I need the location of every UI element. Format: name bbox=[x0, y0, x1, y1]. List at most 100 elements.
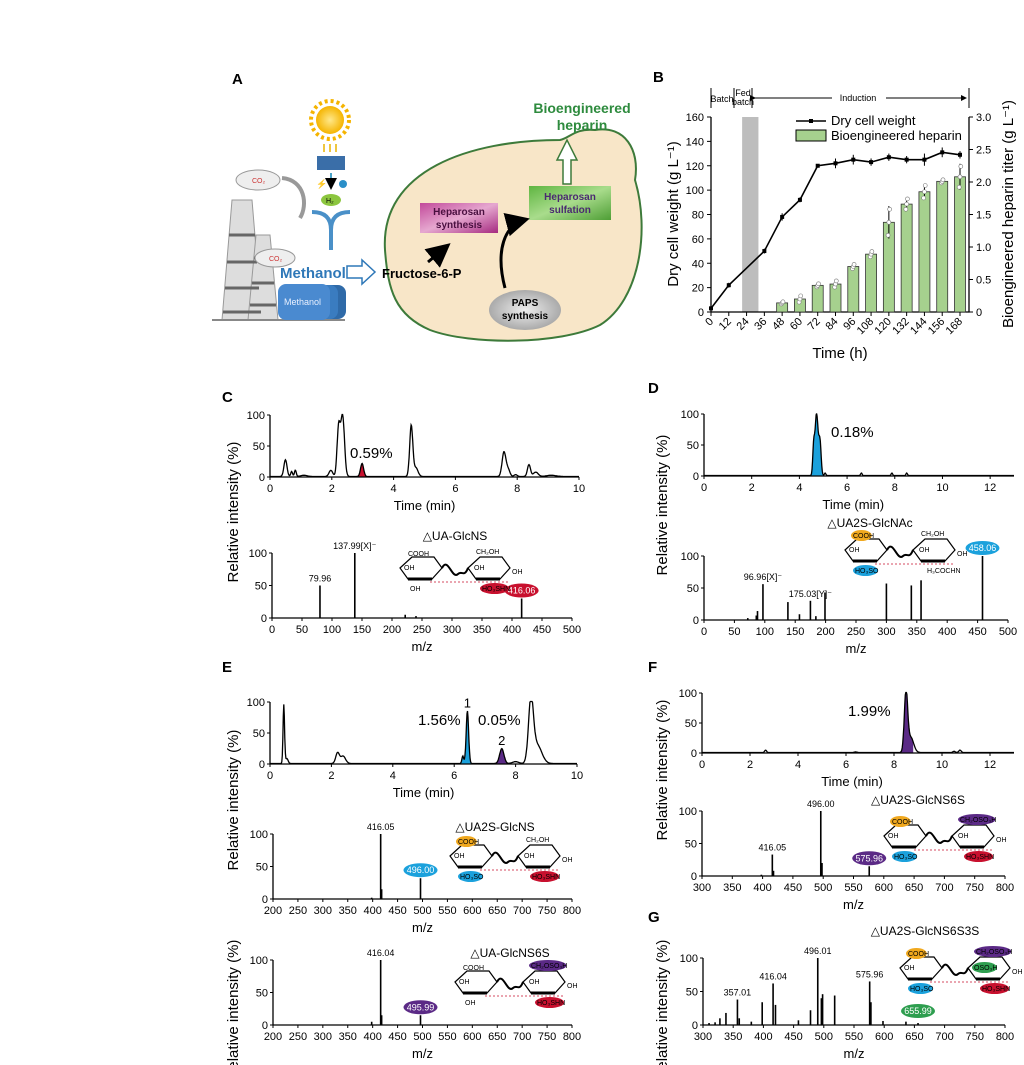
heparin-bar bbox=[936, 180, 949, 313]
y-axis-label: Dry cell weight (g L⁻¹) bbox=[665, 141, 682, 286]
y-tick-label: 50 bbox=[255, 581, 267, 593]
x-tick-label: 60 bbox=[788, 316, 805, 333]
product-label: heparin bbox=[557, 117, 608, 133]
percent-annotation: 0.05% bbox=[478, 712, 521, 729]
structure-group-label: OH bbox=[459, 979, 470, 986]
panel-label-c: C bbox=[222, 389, 233, 406]
y-tick-label: 50 bbox=[685, 839, 697, 851]
legend-bar-swatch bbox=[795, 129, 827, 142]
replicate-point bbox=[903, 207, 909, 212]
x-tick-label: 500 bbox=[413, 905, 431, 917]
structure-group-label: CH₂OSO₃H bbox=[531, 963, 567, 970]
x-tick-label: 750 bbox=[538, 905, 556, 917]
x-tick-label: 300 bbox=[443, 624, 461, 636]
replicate-point bbox=[921, 195, 926, 201]
x-axis-label: Time (min) bbox=[394, 498, 456, 513]
fragment-ion-label: 495.99 bbox=[407, 1002, 435, 1012]
sulfate-badge bbox=[958, 814, 996, 825]
structure-group-label: HO₃SHN bbox=[966, 854, 994, 861]
x-tick-label: 550 bbox=[844, 882, 862, 894]
x-tick-label: 700 bbox=[935, 1031, 953, 1043]
y-axis-label: Relative intensity (%) bbox=[225, 730, 242, 871]
dcw-point bbox=[869, 160, 874, 165]
sulfate-badge bbox=[890, 816, 911, 827]
x-axis-label: m/z bbox=[844, 1046, 865, 1061]
x-tick-label: 350 bbox=[908, 626, 926, 638]
y2-tick-label: 3.0 bbox=[976, 112, 991, 124]
dcw-point bbox=[904, 157, 909, 162]
y-tick-label: 0 bbox=[262, 894, 268, 906]
mass-spectrum-e-ms2: 0 50 100 200 250 300 350 400 450 500 550 600 650 700 7… bbox=[250, 946, 582, 1061]
sulfate-badge bbox=[964, 851, 994, 862]
y-tick-label: 100 bbox=[679, 806, 697, 818]
chromatogram-trace bbox=[704, 413, 1014, 477]
structure-group-label: OH bbox=[567, 983, 578, 990]
x-tick-label: 2 bbox=[747, 759, 753, 771]
block-arrow-icon bbox=[346, 258, 377, 286]
phase-label-batch: Batch bbox=[710, 94, 733, 104]
structure-group-label: OH bbox=[996, 837, 1007, 844]
x-tick-label: 4 bbox=[391, 483, 397, 495]
panel-a-diagram: CO₂ CO₂ ⚡ H₂ Methanol Methanol Fructose-… bbox=[212, 99, 643, 342]
x-tick-label: 168 bbox=[944, 316, 965, 337]
x-tick-label: 6 bbox=[843, 759, 849, 771]
chromatogram-trace bbox=[270, 700, 577, 765]
replicate-point bbox=[958, 164, 964, 169]
x-axis-label: Time (min) bbox=[821, 774, 883, 789]
y-tick-label: 160 bbox=[686, 112, 704, 124]
dcw-point bbox=[833, 161, 838, 166]
fragment-ion-label: 416.06 bbox=[508, 586, 536, 596]
x-tick-label: 72 bbox=[806, 316, 823, 333]
x-tick-label: 400 bbox=[363, 1031, 381, 1043]
structure-title: △UA2S-GlcNS6S3S bbox=[871, 924, 980, 938]
structure-group-label: OH bbox=[958, 833, 969, 840]
y-tick-label: 0 bbox=[261, 613, 267, 625]
y-tick-label: 0 bbox=[698, 307, 704, 319]
structure-group-label: OH bbox=[529, 979, 540, 986]
panel-label-e: E bbox=[222, 659, 232, 676]
y-tick-label: 40 bbox=[692, 258, 704, 270]
legend-label: Bioengineered heparin bbox=[831, 128, 962, 143]
y-axis-label: Relative intensity (%) bbox=[225, 940, 242, 1065]
dry-cell-weight-line bbox=[710, 151, 961, 309]
y-tick-label: 60 bbox=[692, 234, 704, 246]
x-tick-label: 800 bbox=[996, 1031, 1014, 1043]
replicate-point bbox=[798, 293, 804, 299]
fragment-ion-badge bbox=[403, 1000, 438, 1015]
co2-label: CO₂ bbox=[269, 256, 283, 263]
x-tick-label: 350 bbox=[339, 1031, 357, 1043]
x-tick-label: 300 bbox=[694, 1031, 712, 1043]
panel-label-f: F bbox=[648, 659, 657, 676]
methanol-label: Methanol bbox=[280, 265, 346, 282]
y-tick-label: 50 bbox=[256, 988, 268, 1000]
x-tick-label: 450 bbox=[533, 624, 551, 636]
x-tick-label: 300 bbox=[314, 1031, 332, 1043]
percent-annotation: 1.56% bbox=[418, 712, 461, 729]
water-drop-icon bbox=[339, 180, 347, 188]
x-axis-label: m/z bbox=[412, 1046, 433, 1061]
x-tick-label: 50 bbox=[728, 626, 740, 638]
y-tick-label: 100 bbox=[250, 955, 268, 967]
glycosidic-bond bbox=[941, 963, 969, 976]
chromatogram-d-chrom: 0 50 100 0 2 4 6 8 10 12 Time (min) 0.18% bbox=[681, 409, 1014, 512]
x-tick-label: 450 bbox=[784, 1031, 802, 1043]
x-tick-label: 250 bbox=[289, 905, 307, 917]
x-tick-label: 108 bbox=[855, 316, 876, 337]
x-tick-label: 500 bbox=[814, 882, 832, 894]
replicate-point bbox=[904, 201, 909, 207]
x-tick-label: 350 bbox=[473, 624, 491, 636]
x-tick-label: 24 bbox=[735, 316, 752, 333]
x-tick-label: 150 bbox=[353, 624, 371, 636]
x-tick-label: 400 bbox=[754, 1031, 772, 1043]
structure-group-label: OH bbox=[957, 551, 968, 558]
x-tick-label: 2 bbox=[749, 482, 755, 494]
x-tick-label: 750 bbox=[966, 882, 984, 894]
x-tick-label: 550 bbox=[438, 905, 456, 917]
heparin-bar bbox=[811, 284, 824, 313]
y-tick-label: 50 bbox=[685, 718, 697, 730]
factory-chimneys-icon bbox=[212, 169, 345, 321]
x-tick-label: 500 bbox=[413, 1031, 431, 1043]
replicate-point bbox=[922, 183, 928, 188]
x-tick-label: 6 bbox=[451, 770, 457, 782]
